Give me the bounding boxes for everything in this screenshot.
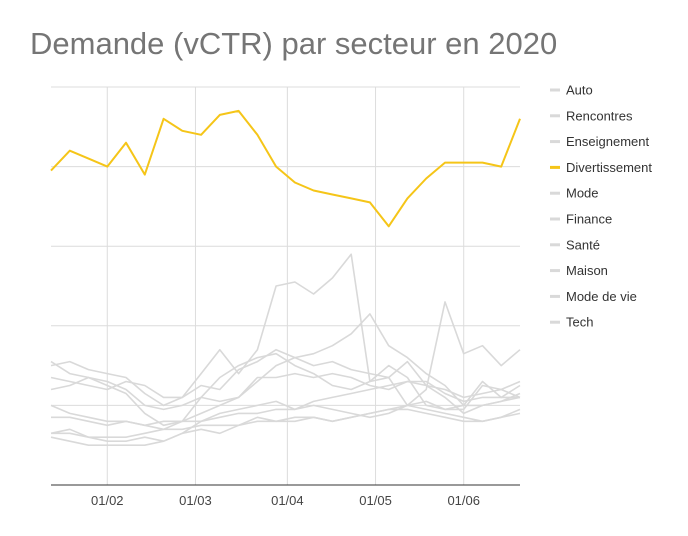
series-line-sante [50,352,521,427]
legend-label: Finance [566,212,612,227]
legend-item[interactable]: Divertissement [550,160,652,175]
legend-item[interactable]: Santé [550,237,600,252]
legend-label: Tech [566,315,593,330]
legend-label: Santé [566,237,600,252]
legend-label: Enseignement [566,134,649,149]
series-line-rencontres [50,348,521,415]
highlight-series-group [50,109,521,228]
x-axis: 01/02 01/03 01/04 01/05 01/06 [51,484,520,508]
series-line-divertissement [50,109,521,228]
muted-series-group [50,253,521,447]
x-tick-label: 01/04 [271,493,304,508]
legend-item[interactable]: Mode de vie [550,289,637,304]
legend-label: Divertissement [566,160,652,175]
series-line-finance [50,372,520,411]
legend-item[interactable]: Tech [550,315,593,330]
series-line-maison [50,404,521,431]
legend-item[interactable]: Finance [550,212,612,227]
series-line-mode-de-vie [51,313,521,439]
series-line-tech [50,253,521,407]
legend-item[interactable]: Rencontres [550,108,633,123]
x-tick-label: 01/06 [447,493,480,508]
legend-label: Mode de vie [566,289,637,304]
series-line-enseignement [50,400,521,443]
legend-label: Maison [566,263,608,278]
chart-title: Demande (vCTR) par secteur en 2020 [30,26,558,61]
legend-label: Mode [566,186,599,201]
legend-label: Auto [566,83,593,98]
x-tick-label: 01/02 [91,493,124,508]
x-tick-label: 01/03 [179,493,212,508]
legend-item[interactable]: Enseignement [550,134,649,149]
legend-item[interactable]: Mode [550,186,599,201]
x-tick-label: 01/05 [359,493,392,508]
legend-label: Rencontres [566,108,633,123]
legend: Auto Rencontres Enseignement Divertissement… [550,83,652,330]
grid [51,86,520,485]
legend-item[interactable]: Maison [550,263,608,278]
legend-item[interactable]: Auto [550,83,593,98]
